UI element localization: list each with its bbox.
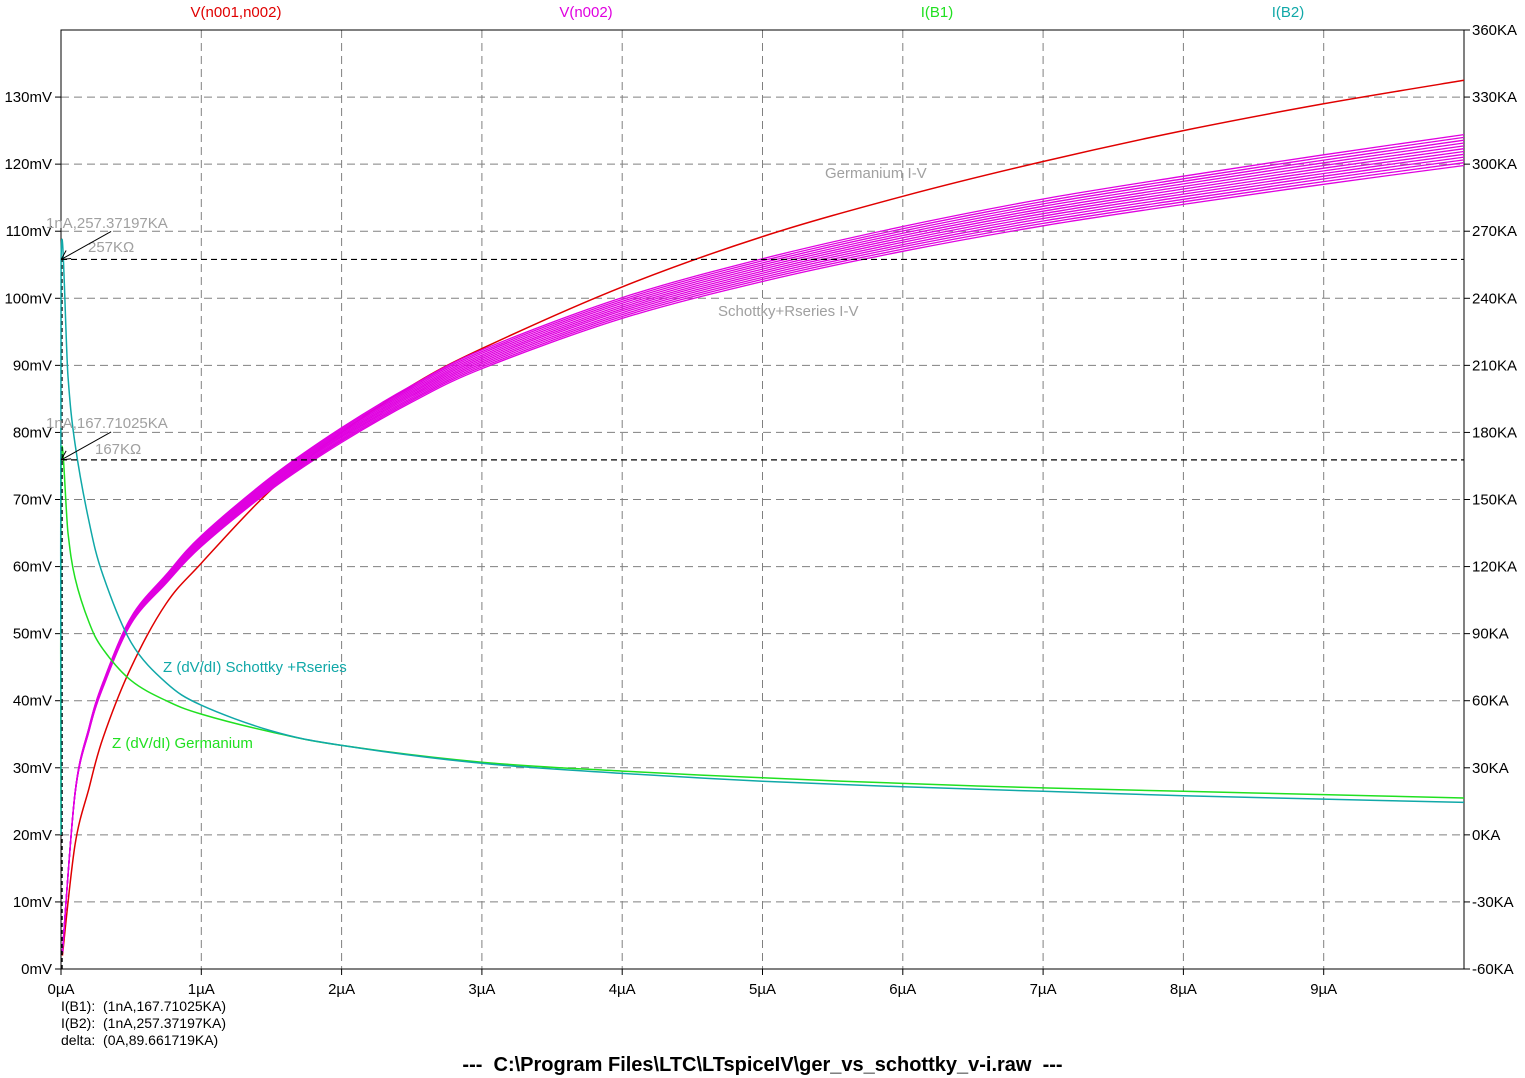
annotation-text: Z (dV/dI) Germanium	[112, 735, 253, 752]
left-tick-label: 100mV	[4, 290, 52, 307]
x-tick-label: 7µA	[1030, 981, 1057, 998]
series-line-i-b2	[59, 238, 1465, 835]
left-tick-label: 10mV	[13, 894, 52, 911]
x-tick-label: 1µA	[188, 981, 215, 998]
right-tick-label: 180KA	[1472, 424, 1517, 441]
left-tick-label: 120mV	[4, 156, 52, 173]
series-line-v-n002	[61, 164, 1465, 953]
trace-legend[interactable]: V(n001,n002) V(n002) I(B1) I(B2)	[191, 4, 1305, 21]
trace-label[interactable]: V(n001,n002)	[191, 4, 282, 21]
series-line-v-n001-n002	[61, 79, 1465, 956]
series-line-v-n002	[61, 142, 1465, 953]
series-line-v-n002	[61, 133, 1465, 953]
annotation-arrow	[60, 231, 112, 260]
series-line-v-n002	[61, 148, 1465, 953]
right-tick-label: 0KA	[1472, 827, 1500, 844]
right-tick-label: 120KA	[1472, 559, 1517, 576]
raw-file-path: --- C:\Program Files\LTC\LTspiceIV\ger_v…	[462, 1054, 1063, 1076]
cursor-lines[interactable]	[61, 258, 1464, 969]
cursor-readout-delta: delta: (0A,89.661719KA)	[61, 1032, 219, 1048]
trace-label[interactable]: I(B1)	[921, 4, 954, 21]
annotation-text: Germanium I-V	[825, 165, 927, 182]
cursor-readout-b2: I(B2): (1nA,257.37197KA)	[61, 1015, 226, 1031]
left-tick-label: 40mV	[13, 693, 52, 710]
annotation-text: 167KΩ	[95, 441, 141, 458]
x-tick-label: 3µA	[468, 981, 495, 998]
x-tick-label: 9µA	[1310, 981, 1337, 998]
right-axis-ticks: -60KA -30KA 0KA 30KA 60KA 90KA 120KA 150KA 180KA…	[1464, 22, 1517, 978]
series-line-v-n002	[61, 153, 1465, 953]
x-tick-label: 2µA	[328, 981, 355, 998]
right-tick-label: 270KA	[1472, 223, 1517, 240]
trace-label[interactable]: V(n002)	[559, 4, 612, 21]
x-tick-label: 4µA	[609, 981, 636, 998]
annotation-text: Schottky+Rseries I-V	[718, 303, 858, 320]
annotations: Germanium I-V Schottky+Rseries I-V Z (dV/d…	[46, 165, 927, 752]
grid-lines	[61, 30, 1464, 969]
right-tick-label: -30KA	[1472, 894, 1514, 911]
left-tick-label: 60mV	[13, 559, 52, 576]
annotation-text: 257KΩ	[88, 239, 134, 256]
left-tick-label: 30mV	[13, 760, 52, 777]
x-axis-ticks: 0µA 1µA 2µA 3µA 4µA 5µA 6µA 7µA 8µA 9µA	[48, 969, 1337, 998]
x-tick-label: 6µA	[889, 981, 916, 998]
x-tick-label: 8µA	[1170, 981, 1197, 998]
left-axis-ticks: 0mV 10mV 20mV 30mV 40mV 50mV 60mV 70mV 80mV 90mV 1…	[4, 89, 61, 978]
cursor-readout-b1: I(B1): (1nA,167.71025KA)	[61, 998, 226, 1014]
plot-area[interactable]: 0mV 10mV 20mV 30mV 40mV 50mV 60mV 70mV 80mV 90mV 1…	[0, 0, 1525, 1050]
series-group	[59, 79, 1465, 956]
left-tick-label: 0mV	[21, 961, 52, 978]
left-tick-label: 70mV	[13, 492, 52, 509]
series-line-v-n002	[61, 156, 1465, 953]
series-line-v-n002	[61, 150, 1465, 953]
right-tick-label: 360KA	[1472, 22, 1517, 39]
right-tick-label: -60KA	[1472, 961, 1514, 978]
right-tick-label: 60KA	[1472, 693, 1509, 710]
right-tick-label: 300KA	[1472, 156, 1517, 173]
left-tick-label: 90mV	[13, 357, 52, 374]
left-tick-label: 110mV	[6, 223, 52, 240]
left-tick-label: 80mV	[13, 424, 52, 441]
right-tick-label: 30KA	[1472, 760, 1509, 777]
right-tick-label: 90KA	[1472, 626, 1509, 643]
left-tick-label: 130mV	[4, 89, 52, 106]
arrow-head-icon	[60, 250, 72, 260]
annotation-text: 1nA,257.37197KA	[46, 215, 168, 232]
right-tick-label: 240KA	[1472, 290, 1517, 307]
right-tick-label: 330KA	[1472, 89, 1517, 106]
trace-label[interactable]: I(B2)	[1272, 4, 1305, 21]
series-line-v-n002	[61, 139, 1465, 953]
annotation-arrow	[60, 431, 112, 461]
right-tick-label: 150KA	[1472, 492, 1517, 509]
annotation-text: Z (dV/dI) Schottky +Rseries	[163, 659, 347, 676]
annotation-text: 1nA,167.71025KA	[46, 415, 168, 432]
left-tick-label: 50mV	[13, 626, 52, 643]
arrow-head-icon	[60, 450, 72, 461]
x-tick-label: 0µA	[48, 981, 75, 998]
x-tick-label: 5µA	[749, 981, 776, 998]
right-tick-label: 210KA	[1472, 357, 1517, 374]
series-line-v-n002	[61, 145, 1465, 953]
left-tick-label: 20mV	[13, 827, 52, 844]
